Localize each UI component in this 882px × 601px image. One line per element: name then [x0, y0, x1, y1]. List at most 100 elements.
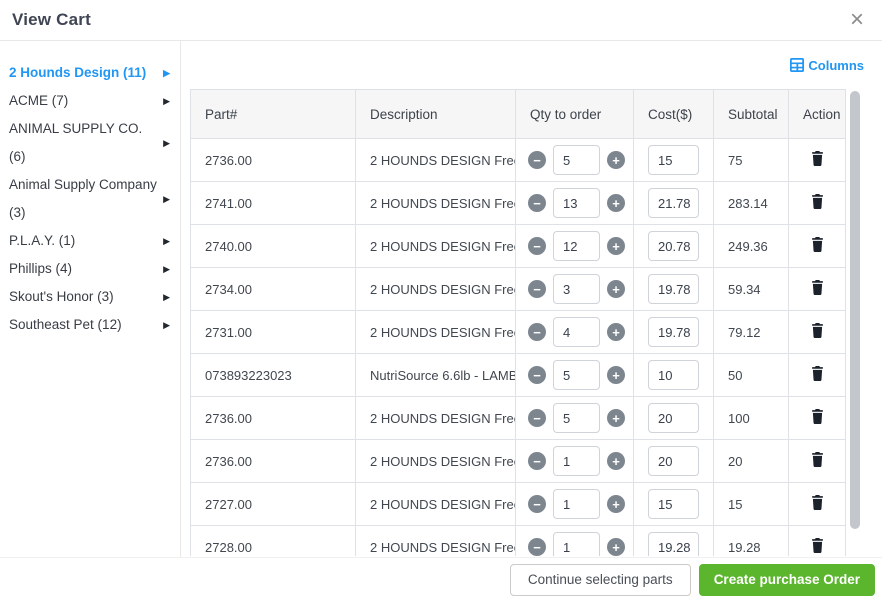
sidebar-item-2[interactable]: ANIMAL SUPPLY CO. (6) ▶ — [0, 115, 180, 171]
delete-row-button[interactable] — [807, 235, 828, 257]
sidebar-item-5[interactable]: Phillips (4) ▶ — [0, 255, 180, 283]
qty-input[interactable] — [553, 489, 600, 519]
qty-input[interactable] — [553, 274, 600, 304]
qty-decrease-button[interactable]: − — [528, 194, 546, 212]
trash-icon — [811, 495, 824, 513]
sidebar-item-4[interactable]: P.L.A.Y. (1) ▶ — [0, 227, 180, 255]
cost-input[interactable] — [648, 532, 699, 556]
cost-input[interactable] — [648, 403, 699, 433]
description-cell: 2 HOUNDS DESIGN Freed... — [355, 525, 516, 556]
qty-cell: − + — [515, 396, 634, 440]
description-cell: 2 HOUNDS DESIGN Freed... — [355, 310, 516, 354]
qty-input[interactable] — [553, 231, 600, 261]
subtotal-cell: 283.14 — [713, 181, 789, 225]
delete-row-button[interactable] — [807, 364, 828, 386]
qty-decrease-button[interactable]: − — [528, 323, 546, 341]
qty-decrease-button[interactable]: − — [528, 409, 546, 427]
cost-cell — [633, 138, 714, 182]
qty-increase-button[interactable]: + — [607, 151, 625, 169]
delete-row-button[interactable] — [807, 321, 828, 343]
table-row: 2727.00 2 HOUNDS DESIGN Freed... − + 15 — [190, 482, 846, 526]
part-number-cell: 2736.00 — [190, 439, 356, 483]
cost-input[interactable] — [648, 145, 699, 175]
delete-row-button[interactable] — [807, 536, 828, 556]
continue-selecting-parts-button[interactable]: Continue selecting parts — [509, 563, 691, 596]
qty-decrease-button[interactable]: − — [528, 538, 546, 556]
action-cell — [788, 138, 846, 182]
qty-input[interactable] — [553, 145, 600, 175]
qty-input[interactable] — [553, 360, 600, 390]
qty-decrease-button[interactable]: − — [528, 452, 546, 470]
sidebar-item-1[interactable]: ACME (7) ▶ — [0, 87, 180, 115]
table-scrollbar-track[interactable] — [846, 89, 865, 556]
action-cell — [788, 439, 846, 483]
delete-row-button[interactable] — [807, 493, 828, 515]
modal-footer: Continue selecting parts Create purchase… — [0, 558, 882, 601]
subtotal-cell: 100 — [713, 396, 789, 440]
qty-increase-button[interactable]: + — [607, 495, 625, 513]
delete-row-button[interactable] — [807, 149, 828, 171]
create-purchase-order-button[interactable]: Create purchase Order — [698, 563, 875, 596]
sidebar-item-0[interactable]: 2 Hounds Design (11) ▶ — [0, 59, 180, 87]
table-header-row: Part# Description Qty to order Cost($) S… — [190, 89, 846, 139]
qty-cell: − + — [515, 138, 634, 182]
chevron-right-icon: ▶ — [163, 292, 170, 302]
qty-increase-button[interactable]: + — [607, 280, 625, 298]
qty-increase-button[interactable]: + — [607, 409, 625, 427]
trash-icon — [811, 366, 824, 384]
action-cell — [788, 525, 846, 556]
part-number-cell: 2740.00 — [190, 224, 356, 268]
qty-increase-button[interactable]: + — [607, 323, 625, 341]
sidebar-item-label: Southeast Pet (12) — [9, 317, 122, 332]
qty-input[interactable] — [553, 446, 600, 476]
table-grid-icon — [790, 58, 805, 72]
delete-row-button[interactable] — [807, 450, 828, 472]
columns-button[interactable]: Columns — [790, 58, 864, 73]
action-cell — [788, 181, 846, 225]
description-cell: 2 HOUNDS DESIGN Freed... — [355, 482, 516, 526]
trash-icon — [811, 409, 824, 427]
delete-row-button[interactable] — [807, 278, 828, 300]
close-icon[interactable]: × — [849, 6, 864, 33]
table-row: 2736.00 2 HOUNDS DESIGN Freed... − + 20 — [190, 439, 846, 483]
qty-input[interactable] — [553, 317, 600, 347]
cost-input[interactable] — [648, 317, 699, 347]
cost-input[interactable] — [648, 188, 699, 218]
qty-decrease-button[interactable]: − — [528, 495, 546, 513]
delete-row-button[interactable] — [807, 192, 828, 214]
sidebar-item-7[interactable]: Southeast Pet (12) ▶ — [0, 311, 180, 339]
cost-input[interactable] — [648, 274, 699, 304]
delete-row-button[interactable] — [807, 407, 828, 429]
qty-decrease-button[interactable]: − — [528, 280, 546, 298]
header-description: Description — [355, 89, 516, 139]
qty-input[interactable] — [553, 403, 600, 433]
qty-increase-button[interactable]: + — [607, 538, 625, 556]
subtotal-cell: 249.36 — [713, 224, 789, 268]
part-number-cell: 2728.00 — [190, 525, 356, 556]
qty-increase-button[interactable]: + — [607, 194, 625, 212]
cost-input[interactable] — [648, 231, 699, 261]
cost-input[interactable] — [648, 360, 699, 390]
qty-increase-button[interactable]: + — [607, 452, 625, 470]
sidebar-item-3[interactable]: Animal Supply Company (3) ▶ — [0, 171, 180, 227]
action-cell — [788, 396, 846, 440]
qty-decrease-button[interactable]: − — [528, 366, 546, 384]
description-cell: 2 HOUNDS DESIGN Freed... — [355, 267, 516, 311]
qty-decrease-button[interactable]: − — [528, 151, 546, 169]
table-scrollbar-thumb[interactable] — [850, 91, 860, 529]
qty-input[interactable] — [553, 188, 600, 218]
columns-bar: Columns — [190, 41, 882, 89]
qty-increase-button[interactable]: + — [607, 237, 625, 255]
qty-input[interactable] — [553, 532, 600, 556]
sidebar-item-6[interactable]: Skout's Honor (3) ▶ — [0, 283, 180, 311]
cost-input[interactable] — [648, 446, 699, 476]
qty-increase-button[interactable]: + — [607, 366, 625, 384]
sidebar-item-label: Phillips (4) — [9, 261, 73, 276]
cost-input[interactable] — [648, 489, 699, 519]
subtotal-cell: 20 — [713, 439, 789, 483]
qty-cell: − + — [515, 482, 634, 526]
sidebar-item-label: ACME (7) — [9, 93, 69, 108]
qty-decrease-button[interactable]: − — [528, 237, 546, 255]
chevron-right-icon: ▶ — [163, 264, 170, 274]
description-cell: NutriSource 6.6lb - LAMB... — [355, 353, 516, 397]
